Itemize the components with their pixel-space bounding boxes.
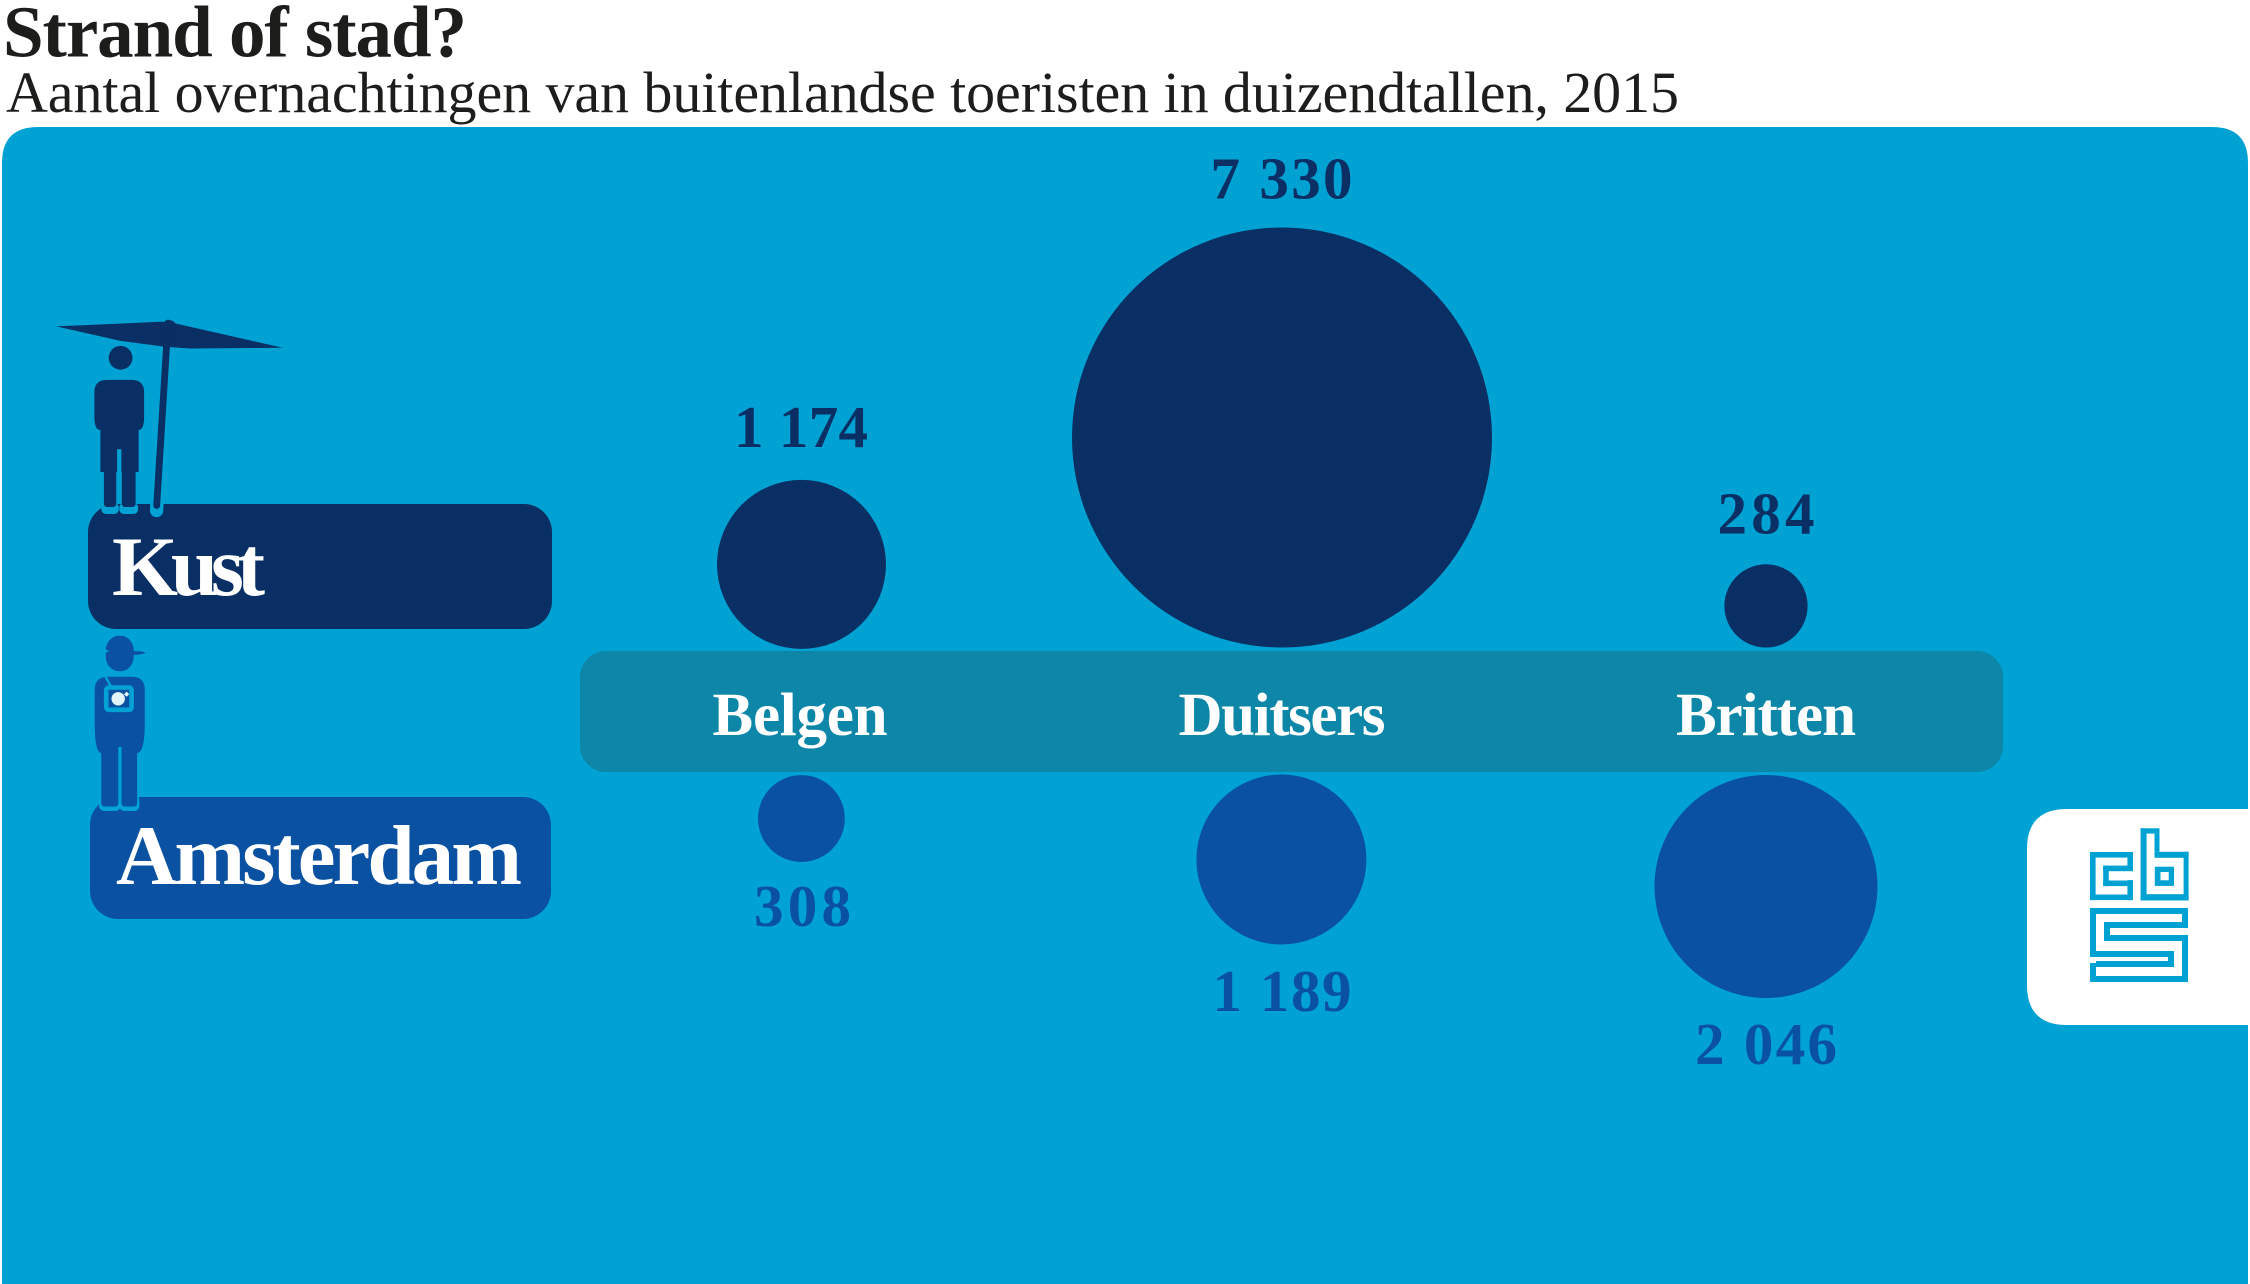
svg-text:308: 308 (754, 873, 851, 939)
svg-text:Belgen: Belgen (713, 682, 888, 749)
svg-text:7 330: 7 330 (1211, 145, 1353, 211)
svg-text:Duitsers: Duitsers (1179, 682, 1386, 749)
svg-text:284: 284 (1718, 481, 1815, 547)
svg-text:Amsterdam: Amsterdam (116, 809, 522, 903)
svg-text:Strand of stad?: Strand of stad? (3, 0, 467, 73)
svg-text:Kust: Kust (112, 520, 265, 614)
svg-text:Britten: Britten (1676, 682, 1856, 749)
svg-text:2 046: 2 046 (1695, 1011, 1837, 1077)
svg-text:Aantal overnachtingen van buit: Aantal overnachtingen van buitenlandse t… (6, 60, 1679, 125)
svg-text:1 174: 1 174 (734, 394, 868, 460)
svg-text:1 189: 1 189 (1213, 958, 1352, 1024)
